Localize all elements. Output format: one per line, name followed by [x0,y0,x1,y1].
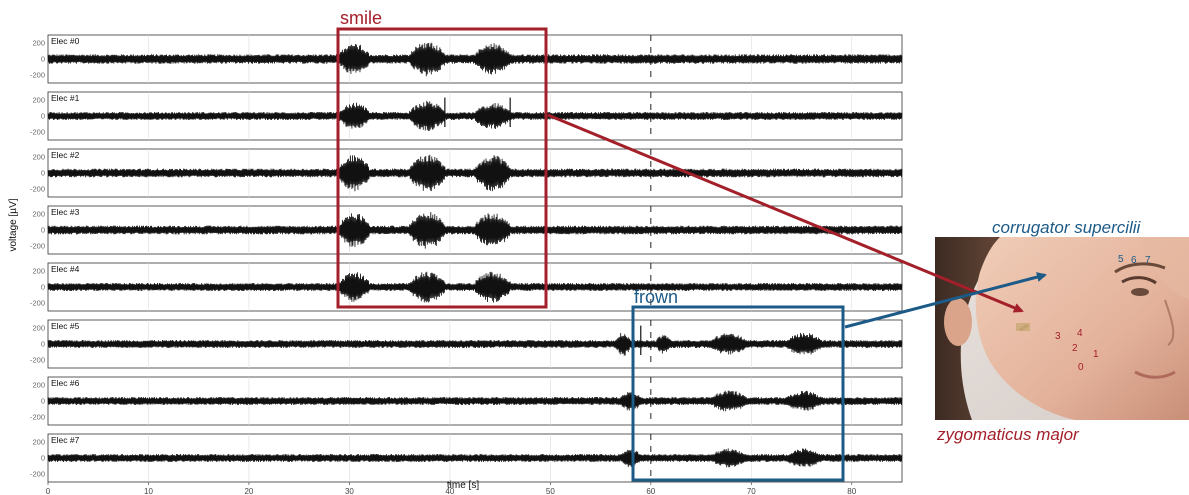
y-tick-label: 200 [32,153,45,162]
upper-electrode-numbers: 5 6 7 [1118,254,1151,266]
electrode-number: 3 [1055,331,1061,342]
x-tick-label: 0 [46,487,51,495]
x-axis-label: time [s] [447,480,479,491]
emg-trace [47,332,903,356]
y-tick-label: -200 [30,356,45,365]
y-tick-label: 200 [32,267,45,276]
x-tick-label: 10 [144,487,153,495]
electrode-number: 4 [1077,328,1083,339]
y-tick-label: 200 [32,210,45,219]
y-tick-label: 0 [41,226,45,235]
y-axis-label: voltage [µV] [8,198,19,251]
electrode-label: Elec #4 [51,264,80,274]
electrode-panels: 200 0 -200 Elec #0 200 0 -200 Elec #1 200 0 -200 El… [30,34,903,483]
emg-trace [47,448,903,468]
x-tick-label: 20 [244,487,253,495]
electrode-label: Elec #3 [51,207,80,217]
x-tick-label: 30 [345,487,354,495]
y-tick-label: -200 [30,185,45,194]
corrugator-supercilii-label: corrugator supercilii [992,218,1142,237]
x-tick-label: 50 [546,487,555,495]
frown-highlight-box [631,305,845,482]
electrode-panel: 200 0 -200 Elec #7 [30,433,903,483]
electrode-number: 6 [1131,255,1137,266]
y-tick-label: -200 [30,71,45,80]
electrode-number: 0 [1078,362,1084,373]
y-tick-label: -200 [30,470,45,479]
emg-trace [47,154,903,192]
electrode-panel: 200 0 -200 Elec #4 [30,262,903,312]
y-tick-label: 0 [41,169,45,178]
electrode-panel: 200 0 -200 Elec #6 [30,376,903,426]
electrode-number: 2 [1072,343,1078,354]
face-photo [935,237,1189,420]
x-axis: 0 10 20 30 40 50 60 70 80 [46,482,857,495]
smile-label: smile [340,8,382,28]
y-tick-label: 200 [32,438,45,447]
frown-label: frown [634,287,678,307]
electrode-panel: 200 0 -200 Elec #2 [30,148,903,198]
electrode-number: 7 [1145,255,1151,266]
y-tick-label: 0 [41,283,45,292]
y-tick-label: 200 [32,381,45,390]
emg-trace [47,212,903,249]
electrode-label: Elec #1 [51,93,80,103]
y-tick-label: 0 [41,340,45,349]
smile-highlight-box [336,27,548,309]
electrode-panel: 200 0 -200 Elec #5 [30,319,903,369]
zygomaticus-major-label: zygomaticus major [936,425,1080,444]
y-tick-label: -200 [30,128,45,137]
y-tick-label: 200 [32,324,45,333]
smile-arrow [547,113,1024,313]
y-tick-label: 200 [32,39,45,48]
y-tick-label: 0 [41,454,45,463]
electrode-panel: 200 0 -200 Elec #1 [30,91,903,141]
emg-trace [47,42,903,77]
electrode-number: 5 [1118,254,1124,265]
emg-trace [47,390,903,412]
y-tick-label: -200 [30,413,45,422]
y-tick-label: 200 [32,96,45,105]
y-tick-label: 0 [41,55,45,64]
electrode-label: Elec #7 [51,435,80,445]
electrode-label: Elec #0 [51,36,80,46]
x-tick-label: 80 [847,487,856,495]
y-tick-label: -200 [30,242,45,251]
electrode-label: Elec #2 [51,150,80,160]
electrode-number: 1 [1093,349,1099,360]
emg-trace [47,100,903,131]
lower-electrode-numbers: 3 4 2 1 0 [1055,328,1099,373]
y-tick-label: 0 [41,112,45,121]
x-tick-label: 70 [747,487,756,495]
electrode-panel: 200 0 -200 Elec #0 [30,34,903,84]
electrode-label: Elec #6 [51,378,80,388]
x-tick-label: 40 [445,487,454,495]
electrode-panel: 200 0 -200 Elec #3 [30,205,903,255]
x-tick-label: 60 [646,487,655,495]
electrode-label: Elec #5 [51,321,80,331]
emg-trace [47,271,903,303]
y-tick-label: 0 [41,397,45,406]
frown-arrow [844,272,1047,329]
y-tick-label: -200 [30,299,45,308]
